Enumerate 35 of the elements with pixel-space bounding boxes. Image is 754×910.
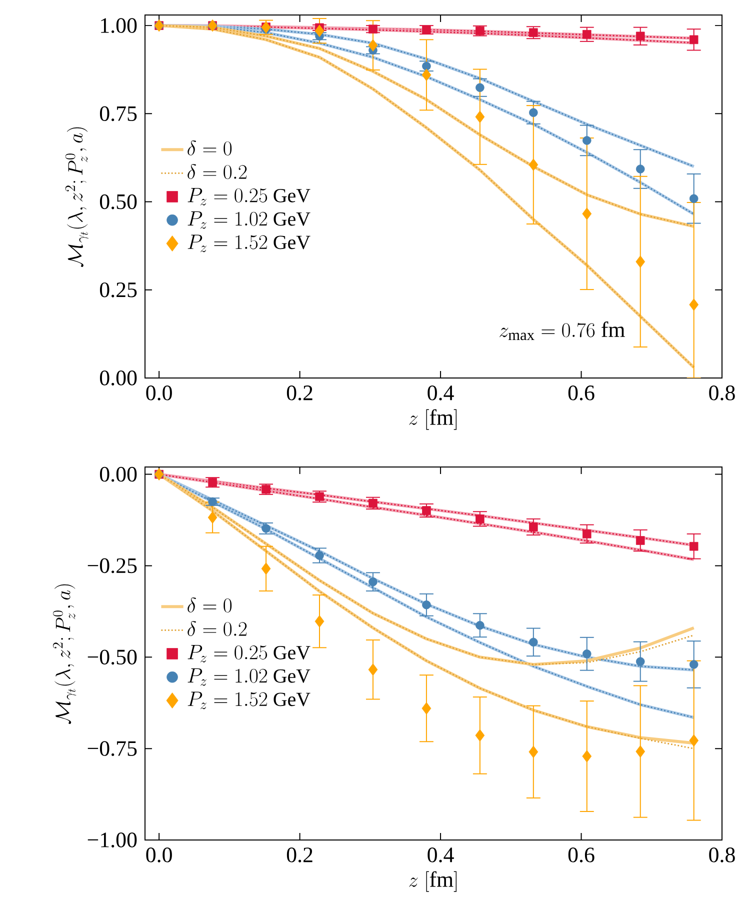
legend-label: $\delta = 0$ xyxy=(188,597,232,612)
x-tick-label: 0.2 xyxy=(286,848,312,862)
y-tick-label: 0.00 xyxy=(100,370,137,386)
legend-label: $\delta = 0.2$ xyxy=(188,621,247,636)
y-axis-title: $\mathcal{M}_{\gamma_t}(\lambda, z^2; P_z^0, a)$ xyxy=(65,127,89,267)
y-tick-label: 0.00 xyxy=(100,466,137,482)
x-tick-label: 0.0 xyxy=(146,848,172,862)
x-tick-label: 0.4 xyxy=(428,385,454,400)
x-tick-label: 0.8 xyxy=(709,848,735,862)
y-tick-label: 0.75 xyxy=(100,106,137,122)
y-tick-label: −1.00 xyxy=(88,832,137,848)
legend-label: $P_z = 1.02\ \mathrm{GeV}$ xyxy=(188,668,310,686)
y-axis-title: $\mathcal{M}_{\gamma_t}(\lambda, z^2; P_z^0, a)$ xyxy=(53,584,76,724)
y-tick-label: −0.25 xyxy=(88,558,137,574)
y-tick-label: 1.00 xyxy=(101,18,137,34)
legend-label: $P_z = 0.25\ \mathrm{GeV}$ xyxy=(188,645,310,662)
x-tick-label: 0.0 xyxy=(146,385,172,400)
x-axis-title: $z\ [\mathrm{fm}]$ xyxy=(409,409,457,430)
annotation: $z_{\mathrm{max}} = 0.76\ \mathrm{fm}$ xyxy=(500,321,625,340)
legend-label: $\delta = 0$ xyxy=(188,140,232,156)
x-tick-label: 0.8 xyxy=(709,385,735,400)
y-tick-label: 0.25 xyxy=(100,282,137,298)
x-axis-title: $z\ [\mathrm{fm}]$ xyxy=(409,871,457,892)
y-tick-label: −0.50 xyxy=(88,650,137,665)
y-tick-label: 0.50 xyxy=(100,194,137,210)
legend-label: $P_z = 1.02\ \mathrm{GeV}$ xyxy=(188,211,310,229)
x-tick-label: 0.2 xyxy=(286,385,312,400)
y-tick-label: −0.75 xyxy=(88,741,137,756)
x-tick-label: 0.4 xyxy=(428,848,454,862)
legend-label: $P_z = 1.52\ \mathrm{GeV}$ xyxy=(188,692,310,710)
x-tick-label: 0.6 xyxy=(568,385,594,400)
legend-label: $\delta = 0.2$ xyxy=(188,164,247,180)
legend-label: $P_z = 1.52\ \mathrm{GeV}$ xyxy=(188,234,310,252)
x-tick-label: 0.6 xyxy=(568,848,594,862)
legend-label: $P_z = 0.25\ \mathrm{GeV}$ xyxy=(188,188,310,206)
